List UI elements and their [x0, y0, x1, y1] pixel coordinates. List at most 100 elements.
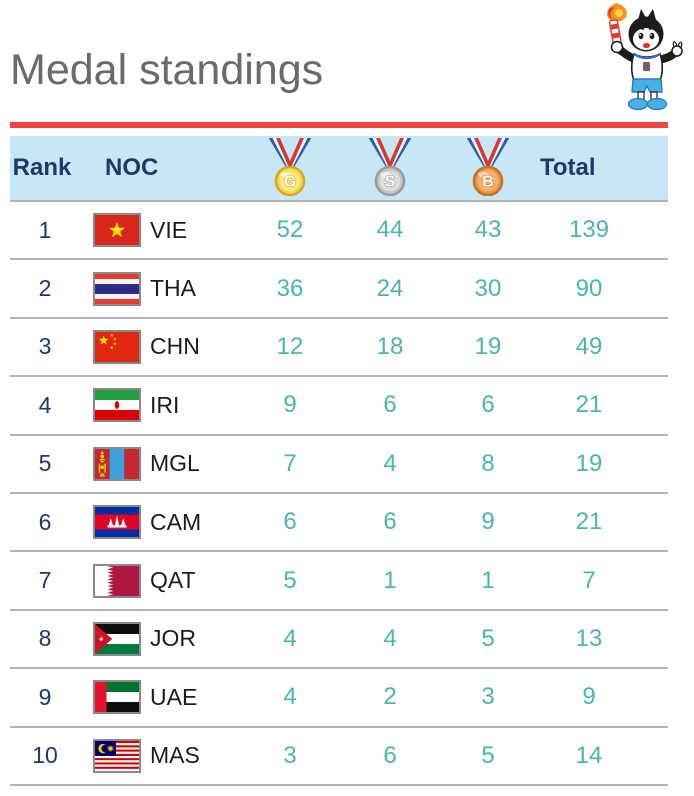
noc-code: UAE [150, 683, 198, 710]
silver-count: 44 [376, 216, 404, 244]
rank-cell: 2 [38, 275, 52, 302]
total-count: 21 [575, 391, 603, 419]
silver-count: 4 [383, 624, 397, 652]
gold-count: 4 [283, 624, 297, 652]
bronze-medal-icon: B [440, 136, 536, 200]
rank-cell: 3 [38, 333, 52, 360]
noc-code: QAT [150, 567, 196, 594]
bronze-count: 8 [481, 449, 495, 477]
bronze-count: 43 [474, 216, 502, 244]
gold-count: 9 [283, 391, 297, 419]
bronze-count: 9 [481, 508, 495, 536]
noc-cell: CAM [80, 505, 240, 540]
silver-count: 18 [376, 332, 404, 360]
bronze-count: 3 [481, 683, 495, 711]
table-row: 7 QAT 5 1 1 7 [10, 552, 668, 611]
table-row: 2 THA 36 24 30 90 [10, 260, 668, 319]
rank-cell: 6 [38, 508, 52, 535]
gold-count: 36 [276, 274, 304, 302]
flag-chn-icon [93, 329, 141, 364]
table-row: 5 MGL 7 4 8 19 [10, 435, 668, 494]
total-count: 21 [575, 508, 603, 536]
table-header-row: Rank NOC G S B Total [10, 136, 668, 202]
noc-cell: IRI [80, 388, 240, 423]
silver-count: 24 [376, 274, 404, 302]
noc-code: MGL [150, 450, 200, 477]
silver-count: 6 [383, 508, 397, 536]
gold-count: 7 [283, 449, 297, 477]
gold-count: 12 [276, 332, 304, 360]
noc-code: CHN [150, 333, 200, 360]
noc-header: NOC [105, 154, 159, 181]
page-title: Medal standings [10, 46, 324, 94]
bronze-count: 6 [481, 391, 495, 419]
noc-cell: QAT [80, 563, 240, 598]
rank-cell: 8 [38, 625, 52, 652]
table-row: 8 JOR 4 4 5 13 [10, 610, 668, 670]
noc-code: THA [150, 275, 196, 302]
table-row: 6 CAM 6 6 9 21 [10, 493, 668, 553]
flag-vie-icon [93, 213, 141, 248]
mascot-icon [607, 3, 683, 111]
bronze-count: 1 [481, 566, 495, 594]
total-count: 90 [575, 274, 603, 302]
silver-count: 2 [383, 683, 397, 711]
total-count: 19 [575, 449, 603, 477]
total-count: 49 [575, 332, 603, 360]
table-row: 3 CHN 12 18 19 49 [10, 318, 668, 378]
noc-cell: UAE [80, 680, 240, 715]
flag-iri-icon [93, 388, 141, 423]
total-count: 13 [575, 624, 603, 652]
silver-count: 6 [383, 741, 397, 769]
rank-cell: 7 [38, 567, 52, 594]
table-row: 4 IRI 9 6 6 21 [10, 377, 668, 436]
gold-count: 5 [283, 566, 297, 594]
noc-code: VIE [150, 216, 188, 243]
noc-cell: MAS [80, 738, 240, 773]
noc-cell: MGL [80, 446, 240, 481]
bronze-count: 5 [481, 624, 495, 652]
gold-count: 6 [283, 508, 297, 536]
noc-code: IRI [150, 391, 180, 418]
bronze-count: 5 [481, 741, 495, 769]
svg-text:B: B [482, 174, 494, 191]
noc-cell: THA [80, 271, 240, 306]
bronze-count: 30 [474, 274, 502, 302]
table-row: 10 MAS 3 6 5 14 [10, 727, 668, 786]
total-count: 9 [582, 683, 596, 711]
flag-qat-icon [93, 563, 141, 598]
gold-medal-icon: G [240, 136, 340, 200]
table-row: 1 VIE 52 44 43 139 [10, 202, 668, 261]
total-count: 139 [568, 216, 610, 244]
rank-cell: 5 [38, 450, 52, 477]
flag-tha-icon [93, 271, 141, 306]
rank-header: Rank [12, 154, 72, 181]
total-count: 14 [575, 741, 603, 769]
noc-cell: JOR [80, 621, 240, 656]
flag-mas-icon [93, 738, 141, 773]
bronze-count: 19 [474, 332, 502, 360]
total-header: Total [540, 154, 596, 181]
noc-cell: CHN [80, 329, 240, 364]
silver-count: 4 [383, 449, 397, 477]
medal-table-body: 1 VIE 52 44 43 139 2 THA 36 24 30 90 3 CHN 12 18 19 49 4 IR… [10, 202, 668, 786]
noc-code: CAM [150, 508, 202, 535]
svg-text:G: G [284, 174, 296, 191]
accent-divider [10, 122, 668, 128]
noc-cell: VIE [80, 213, 240, 248]
gold-count: 52 [276, 216, 304, 244]
flag-mgl-icon [93, 446, 141, 481]
gold-count: 4 [283, 683, 297, 711]
noc-code: JOR [150, 625, 196, 652]
table-row: 9 UAE 4 2 3 9 [10, 669, 668, 728]
svg-text:S: S [385, 174, 396, 191]
noc-code: MAS [150, 742, 200, 769]
rank-cell: 4 [38, 391, 52, 418]
rank-cell: 1 [38, 216, 52, 243]
rank-cell: 9 [38, 683, 52, 710]
total-count: 7 [582, 566, 596, 594]
gold-count: 3 [283, 741, 297, 769]
silver-medal-icon: S [340, 136, 440, 200]
silver-count: 1 [383, 566, 397, 594]
medal-table: Rank NOC G S B Total 1 VIE 52 44 43 139 2 THA 36… [10, 136, 668, 786]
